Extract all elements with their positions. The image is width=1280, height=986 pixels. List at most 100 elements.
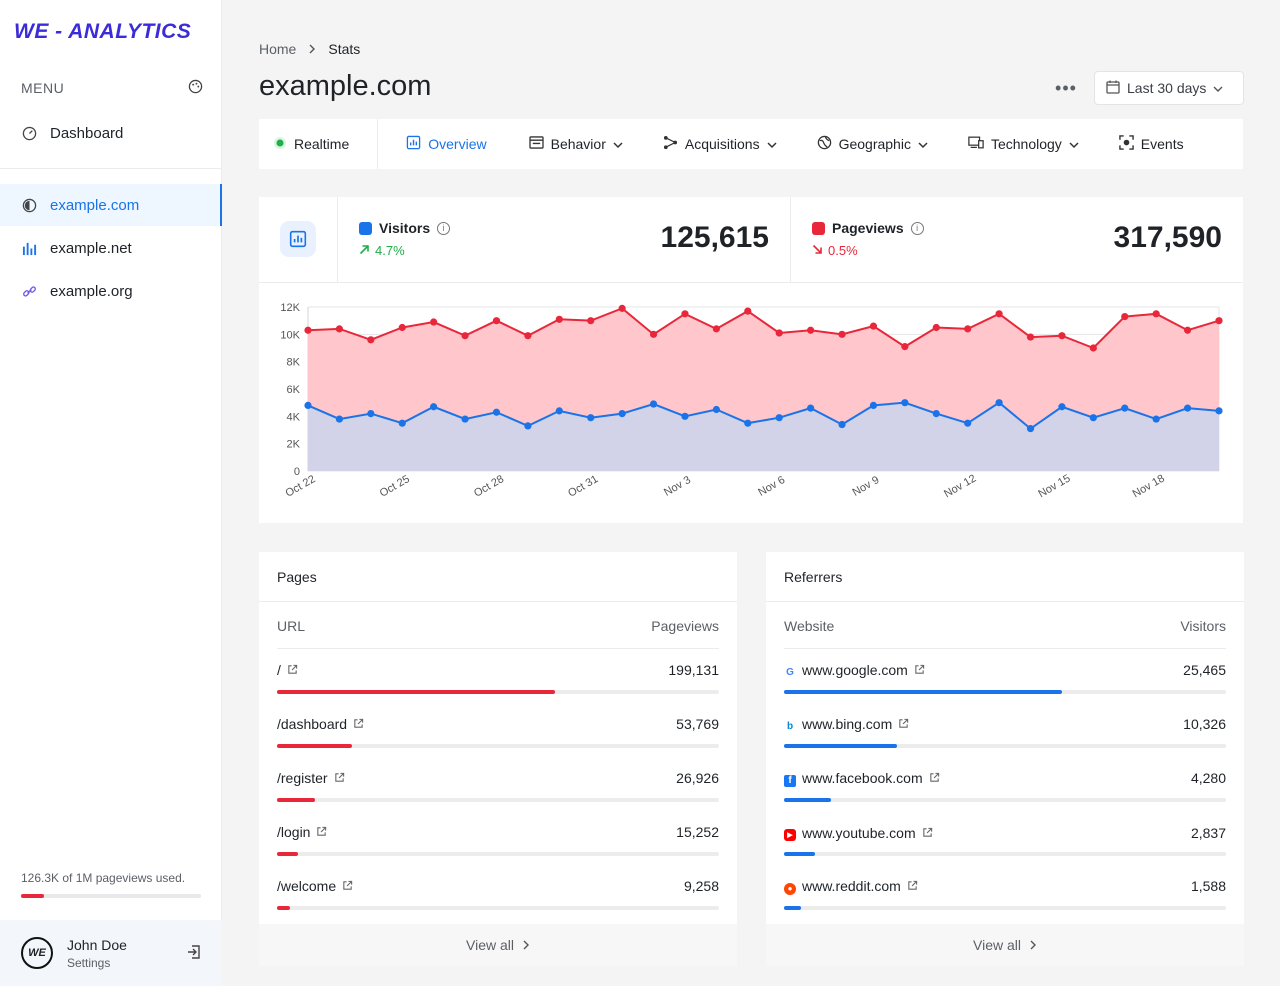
row-progress-track: [277, 798, 719, 802]
list-item[interactable]: b www.bing.com 10,326: [784, 716, 1226, 756]
visitors-point: [304, 401, 312, 409]
external-link-icon[interactable]: [898, 716, 909, 732]
visitors-point: [1089, 414, 1097, 422]
external-link-icon[interactable]: [316, 824, 327, 840]
tab-behavior[interactable]: Behavior: [528, 119, 623, 169]
stats-tabs: Realtime Overview Behavior Acquisitions …: [259, 119, 1243, 169]
info-icon[interactable]: i: [910, 221, 924, 235]
chevron-down-icon: [918, 136, 928, 152]
tab-technology[interactable]: Technology: [968, 119, 1079, 169]
metric-change: 4.7%: [375, 243, 405, 258]
list-item[interactable]: /register 26,926: [277, 770, 719, 810]
pageviews-point: [932, 323, 940, 332]
visitors-point: [367, 410, 375, 418]
pages-view-all-button[interactable]: View all: [259, 924, 737, 966]
chart-icon: [406, 135, 421, 153]
tab-events[interactable]: Events: [1119, 119, 1184, 169]
sidebar-item-example-com[interactable]: example.com: [0, 184, 222, 226]
y-tick-label: 0: [294, 466, 300, 478]
external-link-icon[interactable]: [287, 662, 298, 678]
row-label[interactable]: /login: [277, 824, 311, 840]
panel-title: Referrers: [766, 552, 1244, 602]
list-item[interactable]: f www.facebook.com 4,280: [784, 770, 1226, 810]
sidebar-item-example-org[interactable]: example.org: [0, 270, 222, 312]
pageviews-point: [744, 307, 752, 315]
external-link-icon[interactable]: [922, 825, 933, 841]
list-item[interactable]: /login 15,252: [277, 824, 719, 864]
external-link-icon[interactable]: [342, 878, 353, 894]
pageviews-point: [304, 326, 312, 334]
pageviews-point: [681, 310, 689, 318]
user-panel[interactable]: WE John Doe Settings: [0, 920, 222, 986]
row-progress-fill: [784, 744, 897, 748]
row-progress-track: [784, 852, 1226, 856]
row-label[interactable]: www.youtube.com: [802, 824, 916, 841]
date-range-select[interactable]: Last 30 days: [1094, 71, 1244, 105]
google-icon: G: [786, 667, 794, 678]
pageviews-point: [367, 336, 375, 344]
row-progress-track: [784, 906, 1226, 910]
pageviews-point: [587, 317, 595, 325]
info-icon[interactable]: i: [437, 221, 451, 235]
external-link-icon[interactable]: [334, 770, 345, 786]
metric-pageviews[interactable]: Pageviews i 0.5%: [812, 220, 924, 258]
visitors-point: [1183, 404, 1192, 412]
pageviews-point: [1089, 344, 1097, 352]
tab-acquisitions[interactable]: Acquisitions: [663, 119, 777, 169]
link-icon: [21, 283, 37, 299]
sidebar-item-example-net[interactable]: example.net: [0, 227, 222, 269]
external-link-icon[interactable]: [914, 662, 925, 678]
external-link-icon[interactable]: [929, 770, 940, 786]
more-options-button[interactable]: •••: [1055, 77, 1077, 98]
row-progress-track: [277, 744, 719, 748]
palette-icon[interactable]: [188, 79, 203, 97]
visitors-point: [1121, 404, 1129, 412]
pageviews-point: [398, 323, 406, 332]
pageviews-point: [775, 329, 783, 337]
external-link-icon[interactable]: [907, 878, 918, 894]
breadcrumb-home[interactable]: Home: [259, 41, 297, 57]
devices-icon: [968, 136, 984, 152]
metric-visitors[interactable]: Visitors i 4.7%: [359, 220, 451, 258]
pageviews-point: [1183, 326, 1192, 334]
brand-logo[interactable]: WE - ANALYTICS: [14, 20, 192, 43]
row-label[interactable]: www.reddit.com: [802, 878, 901, 895]
list-item[interactable]: /dashboard 53,769: [277, 716, 719, 756]
row-label[interactable]: /register: [277, 770, 328, 786]
list-item[interactable]: /welcome 9,258: [277, 878, 719, 918]
tab-realtime[interactable]: Realtime: [259, 119, 377, 169]
row-label[interactable]: www.bing.com: [802, 716, 893, 733]
referrers-view-all-button[interactable]: View all: [766, 924, 1244, 966]
traffic-chart: 0 2K 4K 6K 8K 10K 12K Oct 22 Oct 25 Oct 28 Oct 31 N…: [280, 302, 1223, 500]
avatar[interactable]: WE: [21, 937, 53, 969]
x-tick-label: Oct 31: [566, 473, 600, 500]
list-item[interactable]: ● www.reddit.com 1,588: [784, 878, 1226, 918]
logout-icon[interactable]: [186, 944, 202, 965]
row-progress-fill: [277, 852, 299, 856]
row-label[interactable]: /dashboard: [277, 716, 348, 732]
external-link-icon[interactable]: [353, 716, 364, 732]
row-progress-track: [784, 744, 1226, 748]
row-label[interactable]: /: [277, 662, 281, 678]
metric-label: Pageviews: [832, 220, 904, 236]
facebook-icon: f: [784, 770, 796, 787]
pageviews-area: [308, 308, 1219, 429]
row-label[interactable]: /welcome: [277, 878, 337, 894]
row-label[interactable]: www.google.com: [802, 662, 908, 679]
row-value: 53,769: [676, 716, 719, 732]
tab-overview[interactable]: Overview: [378, 119, 487, 169]
list-item[interactable]: / 199,131: [277, 662, 719, 702]
tab-label: Realtime: [294, 136, 350, 152]
pageviews-point: [712, 325, 720, 333]
visitors-point: [681, 412, 689, 420]
visitors-point: [744, 419, 752, 427]
tab-geographic[interactable]: Geographic: [817, 119, 928, 169]
row-label[interactable]: www.facebook.com: [802, 770, 923, 787]
sidebar-item-dashboard[interactable]: Dashboard: [0, 112, 222, 154]
pageviews-point: [869, 322, 878, 330]
user-settings-link[interactable]: Settings: [67, 955, 111, 970]
tab-label: Behavior: [550, 136, 606, 152]
list-item[interactable]: ▶ www.youtube.com 2,837: [784, 824, 1226, 864]
